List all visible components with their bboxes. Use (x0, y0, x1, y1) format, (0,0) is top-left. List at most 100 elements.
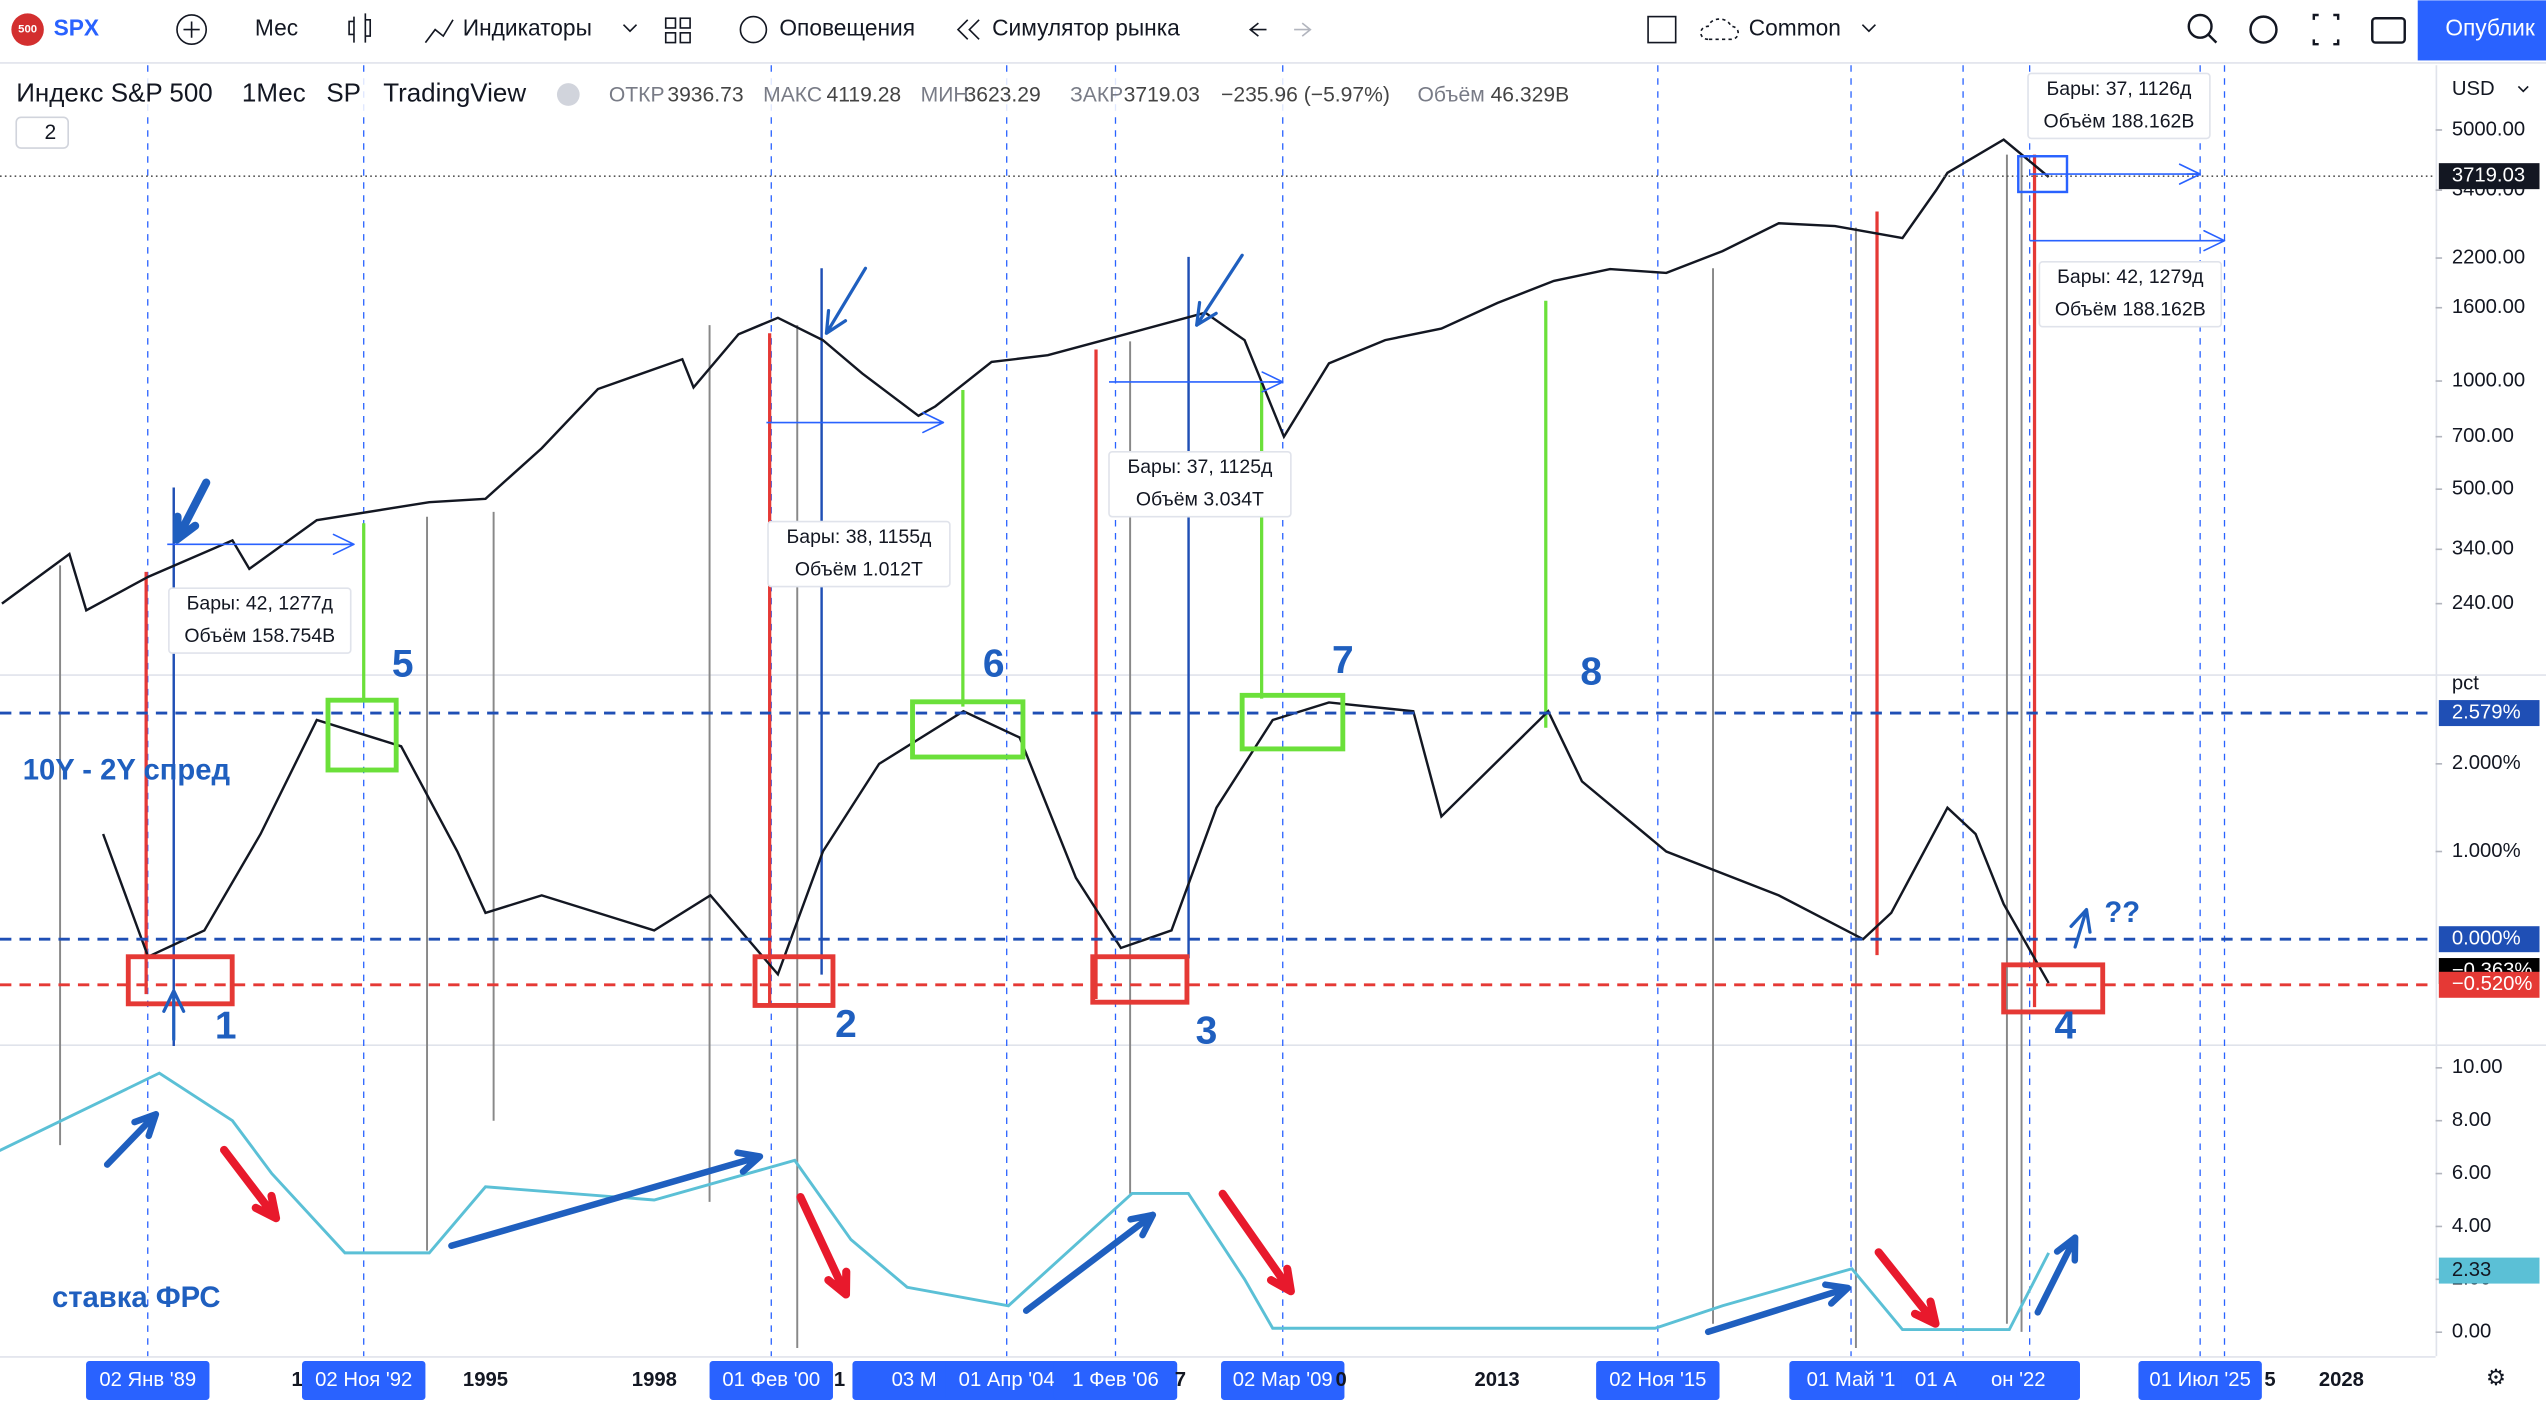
add-symbol[interactable] (176, 14, 208, 46)
time-label: он '22 (1991, 1369, 2046, 1391)
measure-volume: Объём 158.754B (184, 625, 335, 647)
volume-label: Объём (1418, 84, 1485, 107)
collapse-button[interactable] (15, 116, 70, 149)
highlight-box (1239, 692, 1346, 752)
measure-bars: Бары: 42, 1279д (2057, 266, 2204, 288)
y-tick-label: 500.00 (2452, 478, 2514, 500)
indicators[interactable]: Индикаторы (463, 15, 592, 41)
search[interactable] (2187, 13, 2213, 39)
measure-volume: Объём 188.162B (2055, 299, 2206, 321)
settings-gear[interactable]: ⚙ (2486, 1364, 2506, 1390)
plus-icon (183, 21, 200, 38)
legend: Индекс S&P 500 1Мес SP TradingView ОТКР … (6, 73, 1582, 149)
annotation-number: 6 (983, 642, 1005, 685)
time-label: 01 Июл '25 (2149, 1369, 2250, 1391)
layout-name[interactable]: Common (1749, 15, 1841, 41)
date-chip (945, 1361, 1069, 1401)
annotation-number: 2 (835, 1003, 857, 1046)
legend-title: Индекс S&P 500 (16, 77, 213, 107)
time-label: 1 (292, 1369, 303, 1391)
measure-box (767, 520, 951, 588)
badge-text: 500 (18, 24, 37, 36)
series-line (101, 701, 2050, 984)
currency[interactable]: USD (2452, 78, 2495, 100)
time-label: 03 М (892, 1369, 937, 1391)
date-chip (709, 1361, 833, 1401)
fed-label: ставка ФРС (52, 1282, 221, 1314)
status-dot[interactable] (556, 83, 580, 106)
arrow (448, 1149, 764, 1250)
open-label: ОТКР (609, 84, 665, 107)
arrow (2178, 163, 2201, 185)
annotation-number: 3 (1196, 1009, 1218, 1052)
time-label: 02 Ноя '92 (315, 1369, 412, 1391)
measure-bars: Бары: 38, 1155д (786, 526, 932, 548)
y-tick-label: 700.00 (2452, 425, 2514, 447)
replay[interactable]: Симулятор рынка (992, 15, 1180, 41)
change: −235.96 (−5.97%) (1221, 84, 1390, 107)
collapse-count: 2 (44, 121, 56, 144)
date-chip (1221, 1361, 1345, 1401)
y-tick-label: 4.00 (2452, 1215, 2491, 1237)
chart-type[interactable] (348, 13, 372, 43)
time-label: 1998 (632, 1369, 677, 1391)
time-label: 02 Ноя '15 (1609, 1369, 1706, 1391)
time-label: 1995 (463, 1369, 508, 1391)
time-label: 0 (1336, 1369, 1347, 1391)
settings[interactable] (2249, 15, 2278, 44)
templates[interactable] (664, 17, 691, 44)
measure-bars: Бары: 37, 1126д (2046, 78, 2192, 100)
measure-box (2027, 72, 2211, 140)
fullscreen[interactable] (2312, 13, 2340, 46)
y-tick-label: 1.000% (2452, 840, 2521, 862)
date-chip (86, 1361, 210, 1401)
interval[interactable]: Мес (255, 15, 298, 41)
y-tick-label: 8.00 (2452, 1109, 2491, 1131)
legend-source: TradingView (383, 77, 526, 107)
highlight-box (2001, 962, 2106, 1015)
highlight-box (1090, 954, 1190, 1005)
annotation-number: 1 (215, 1004, 237, 1047)
time-label: 01 Апр '04 (959, 1369, 1055, 1391)
layout-icon[interactable] (1647, 15, 1677, 44)
time-label: 1 (834, 1369, 845, 1391)
axis-marker-label: 2.33 (2452, 1259, 2491, 1281)
symbol[interactable]: SPX (54, 15, 99, 41)
axis-marker-label: 3719.03 (2452, 165, 2525, 187)
measure-bars: Бары: 42, 1277д (187, 593, 334, 615)
series-line (1, 138, 2050, 613)
time-label: 01 Май '1 (1807, 1369, 1896, 1391)
low: 3623.29 (964, 84, 1040, 107)
y-tick-label: 10.00 (2452, 1056, 2503, 1078)
measure-box (2038, 260, 2223, 328)
axis-marker-label: 2.579% (2452, 701, 2521, 723)
arrow (2069, 908, 2092, 949)
arrow (1218, 1189, 1295, 1296)
redo[interactable] (1294, 22, 1312, 37)
alerts[interactable]: Оповещения (779, 15, 915, 41)
snapshot[interactable] (2371, 17, 2406, 44)
dropdown[interactable] (2517, 85, 2529, 93)
annotation-question: ?? (2104, 897, 2140, 929)
date-chip (302, 1361, 426, 1401)
highlight-box (325, 697, 399, 773)
close: 3719.03 (1124, 84, 1200, 107)
time-label: 2013 (1475, 1369, 1520, 1391)
y-tick-label: 2200.00 (2452, 246, 2525, 268)
arrow (103, 1110, 160, 1168)
y-tick-label: 240.00 (2452, 592, 2514, 614)
time-label: 1 Фев '06 (1072, 1369, 1158, 1391)
dropdown[interactable] (1861, 24, 1876, 33)
measure-volume: Объём 3.034T (1136, 489, 1264, 511)
arrow (2203, 229, 2226, 252)
arrow (1261, 371, 1284, 393)
publish-button[interactable] (2417, 0, 2546, 61)
high: 4119.28 (826, 84, 901, 107)
y-tick-label: 0.00 (2452, 1321, 2491, 1343)
date-chip (1789, 1361, 1913, 1401)
y-tick-label: 1000.00 (2452, 369, 2525, 391)
undo[interactable] (1248, 22, 1267, 37)
dropdown[interactable] (622, 24, 638, 33)
symbol-badge[interactable] (11, 13, 44, 46)
